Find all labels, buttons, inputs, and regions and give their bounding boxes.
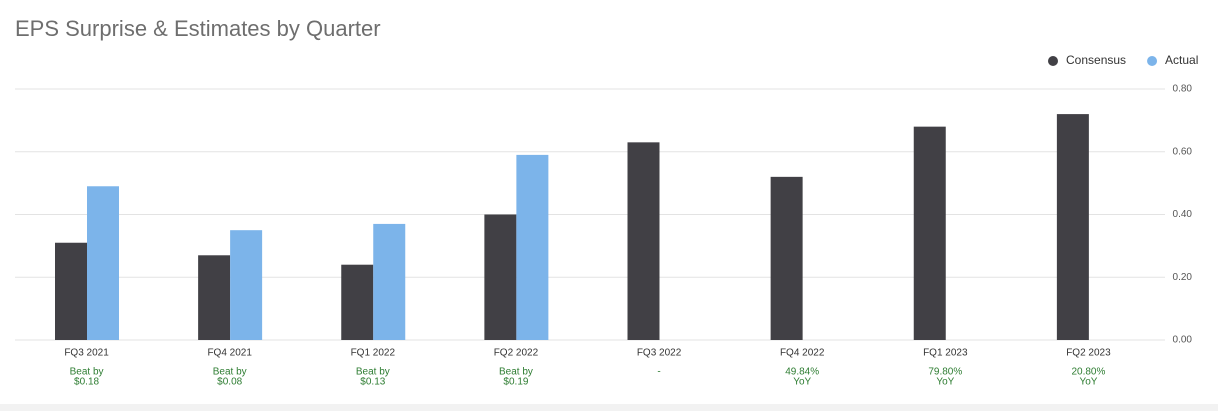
annotation: $0.19 xyxy=(503,377,528,388)
chart-title: EPS Surprise & Estimates by Quarter xyxy=(15,16,381,41)
annotation: Beat by xyxy=(356,367,390,378)
legend-marker xyxy=(1147,56,1158,66)
bar xyxy=(230,230,263,340)
annotation: Beat by xyxy=(213,367,247,378)
x-tick-label: FQ2 2023 xyxy=(1066,348,1111,359)
bar xyxy=(913,126,946,341)
bar xyxy=(373,223,406,340)
x-tick-label: FQ4 2021 xyxy=(207,348,252,359)
bar xyxy=(55,242,87,340)
annotation: $0.18 xyxy=(74,377,99,388)
bar xyxy=(341,264,374,340)
annotation: Beat by xyxy=(70,367,104,378)
x-tick-label: FQ1 2022 xyxy=(351,348,396,359)
legend-label: Actual xyxy=(1165,53,1198,67)
legend-marker xyxy=(1048,56,1058,66)
bar xyxy=(770,176,803,340)
annotation: 79.80% xyxy=(928,367,962,378)
x-tick-label: FQ2 2022 xyxy=(494,348,539,359)
x-tick-label: FQ3 2021 xyxy=(64,348,109,359)
x-tick-label: FQ4 2022 xyxy=(780,348,825,359)
y-tick-label: 0.60 xyxy=(1173,146,1193,157)
x-tick-label: FQ1 2023 xyxy=(923,348,968,359)
annotation: YoY xyxy=(1079,377,1097,388)
y-tick-label: 0.00 xyxy=(1173,335,1193,346)
annotation: $0.08 xyxy=(217,377,242,388)
x-tick-label: FQ3 2022 xyxy=(637,348,682,359)
annotation: - xyxy=(657,367,660,378)
bar xyxy=(198,255,231,340)
annotation: YoY xyxy=(936,377,954,388)
annotation: $0.13 xyxy=(360,377,385,388)
y-tick-label: 0.20 xyxy=(1173,272,1193,283)
bar xyxy=(1056,114,1089,340)
annotation: YoY xyxy=(793,377,811,388)
annotation: Beat by xyxy=(499,367,533,378)
legend-label: Consensus xyxy=(1066,53,1126,67)
y-tick-label: 0.80 xyxy=(1173,84,1193,95)
bar xyxy=(484,214,517,340)
y-tick-label: 0.40 xyxy=(1173,209,1193,220)
annotation: 20.80% xyxy=(1071,367,1105,378)
bar xyxy=(516,154,549,340)
footer-strip xyxy=(0,404,1218,411)
annotation: 49.84% xyxy=(785,367,819,378)
bar xyxy=(627,142,660,340)
bar xyxy=(87,186,119,340)
